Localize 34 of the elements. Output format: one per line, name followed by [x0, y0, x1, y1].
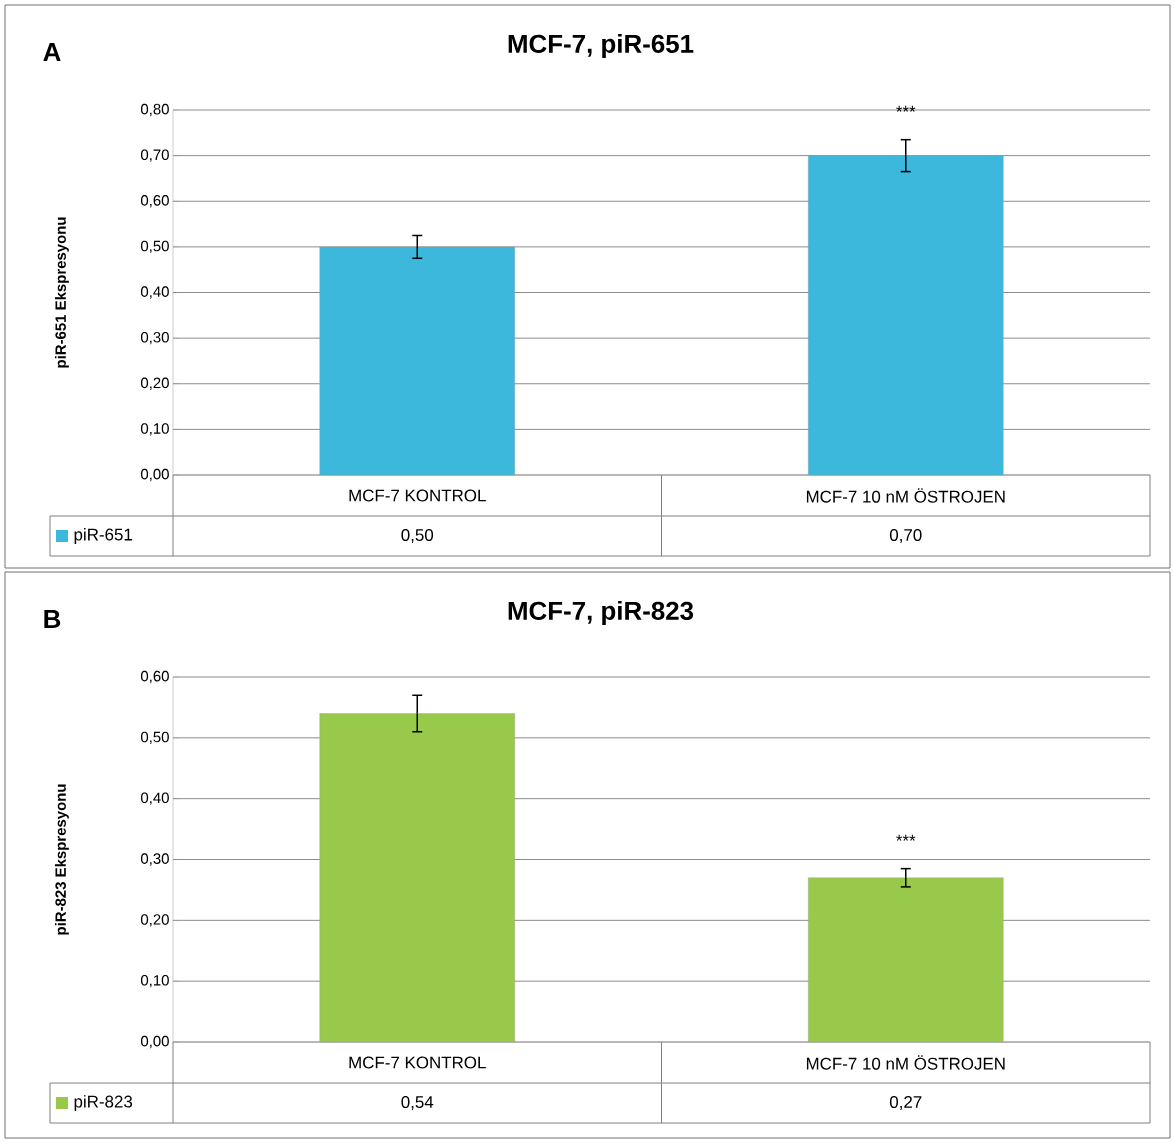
x-tick-label: MCF-7 KONTROL — [349, 489, 486, 502]
x-tick-label: MCF-7 10 nM ÖSTROJEN — [806, 1055, 1005, 1070]
text: 0,27 — [889, 1096, 922, 1111]
text: B — [44, 610, 61, 628]
y-tick-label: 0,70 — [140, 149, 169, 162]
y-tick-label: 0,30 — [140, 331, 169, 345]
x-tick-label: MCF-7 KONTROL — [349, 1056, 486, 1069]
y-tick-label: 0,40 — [140, 792, 169, 805]
y-tick-label: 0,10 — [140, 423, 169, 436]
x-tick-label: MCF-7 10 nM ÖSTROJEN — [806, 488, 1005, 503]
y-axis-title: piR-651 Ekspresyonu — [54, 217, 69, 368]
text: 0,54 — [401, 1096, 434, 1111]
y-tick-label: 0,40 — [140, 286, 169, 299]
y-tick-label: 0,80 — [140, 103, 169, 117]
annotation: *** — [896, 834, 916, 841]
y-tick-label: 0,50 — [140, 731, 169, 745]
legend-label: piR-651 — [74, 528, 132, 544]
y-tick-label: 0,00 — [140, 468, 169, 482]
y-tick-label: 0,20 — [140, 377, 169, 390]
text: 0,50 — [401, 529, 434, 544]
y-tick-label: 0,20 — [140, 914, 169, 927]
y-tick-label: 0,60 — [140, 195, 169, 208]
y-tick-label: 0,00 — [140, 1035, 169, 1049]
annotation: *** — [896, 105, 916, 112]
chart-title: MCF-7, piR-823 — [508, 600, 694, 626]
y-tick-label: 0,30 — [140, 853, 169, 866]
y-tick-label: 0,60 — [140, 670, 169, 684]
y-tick-label: 0,10 — [140, 975, 169, 988]
legend-label: piR-823 — [74, 1095, 133, 1111]
y-axis-title: piR-823 Ekspresyonu — [54, 784, 69, 935]
chart-title: MCF-7, piR-651 — [508, 33, 694, 59]
y-tick-label: 0,50 — [140, 240, 169, 254]
text: 0,70 — [889, 529, 922, 544]
text: A — [43, 43, 61, 61]
